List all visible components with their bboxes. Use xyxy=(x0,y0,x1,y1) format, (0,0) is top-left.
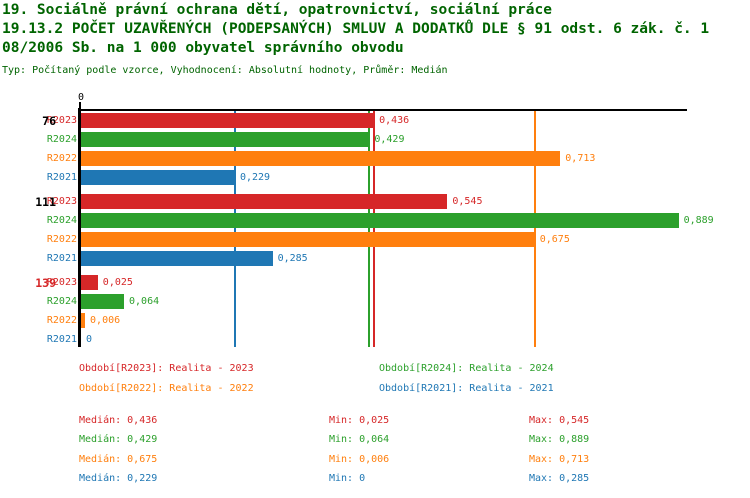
bar-group-76: R2023 0,436 76 R2024 0,429 R2022 0,713 R2021 0,2… xyxy=(42,113,686,185)
bar-value-76-R2023: 0,436 xyxy=(379,115,410,126)
series-label-R2021: R2021 xyxy=(46,253,77,264)
bar-139-R2022 xyxy=(81,313,86,328)
report-title-line-2: 19.13.2 POČET UZAVŘENÝCH (PODEPSANÝCH) S… xyxy=(2,21,710,37)
legend-item-R2021: Období[R2021]: Realita - 2021 xyxy=(379,383,554,394)
bar-row-139-R2023: R2023 0,025 139 xyxy=(35,275,686,290)
median-line-R2022 xyxy=(533,111,536,347)
bar-111-R2021 xyxy=(81,251,273,266)
median-line-R2021 xyxy=(233,111,236,347)
series-label-R2022: R2022 xyxy=(46,153,77,164)
stat-max-R2021: Max: 0,285 xyxy=(529,473,590,484)
legend-item-R2023: Období[R2023]: Realita - 2023 xyxy=(79,363,254,374)
stat-median-R2022: Medián: 0,675 xyxy=(79,454,158,465)
series-label-R2022: R2022 xyxy=(46,234,77,245)
bar-row-111-R2023: R2023 0,545 111 xyxy=(35,194,686,209)
series-label-R2022: R2022 xyxy=(46,315,77,326)
bar-value-139-R2023: 0,025 xyxy=(102,277,133,288)
bar-value-111-R2022: 0,675 xyxy=(539,234,570,245)
group-label-76: 76 xyxy=(42,114,56,128)
median-line-R2024 xyxy=(368,111,371,347)
bar-111-R2022 xyxy=(81,232,535,247)
stat-median-R2024: Medián: 0,429 xyxy=(79,434,158,445)
x-axis-line xyxy=(78,109,687,111)
group-label-111: 111 xyxy=(35,195,56,209)
bar-row-76-R2022: R2022 0,713 xyxy=(47,151,686,166)
median-line-R2023 xyxy=(373,111,376,347)
bar-value-111-R2023: 0,545 xyxy=(452,196,483,207)
plot-area: R2023 0,436 76 R2024 0,429 R2022 0,713 R2021 0,2… xyxy=(35,111,714,347)
bar-value-111-R2024: 0,889 xyxy=(683,215,714,226)
stat-max-R2024: Max: 0,889 xyxy=(529,434,590,445)
bar-76-R2023 xyxy=(81,113,375,128)
bar-value-139-R2024: 0,064 xyxy=(129,296,160,307)
bar-row-111-R2021: R2021 0,285 xyxy=(47,251,686,266)
bar-value-76-R2022: 0,713 xyxy=(565,153,596,164)
stat-min-R2021: Min: 0 xyxy=(329,473,366,484)
report-title-line-3: 08/2006 Sb. na 1 000 obyvatel správního … xyxy=(2,40,404,56)
axis-origin-label: 0 xyxy=(77,92,85,103)
series-label-R2021: R2021 xyxy=(46,172,77,183)
axis-origin-tick xyxy=(79,102,81,109)
bar-76-R2022 xyxy=(81,151,561,166)
series-label-R2024: R2024 xyxy=(46,134,77,145)
bar-group-111: R2023 0,545 111 R2024 0,889 R2022 0,675 R2021 0,… xyxy=(35,194,714,266)
bar-139-R2023 xyxy=(81,275,98,290)
bar-row-76-R2024: R2024 0,429 xyxy=(47,132,686,147)
stat-min-R2022: Min: 0,006 xyxy=(329,454,390,465)
bar-value-76-R2024: 0,429 xyxy=(374,134,405,145)
series-label-R2021: R2021 xyxy=(46,334,77,345)
bar-value-111-R2021: 0,285 xyxy=(277,253,308,264)
bar-111-R2023 xyxy=(81,194,448,209)
bar-value-139-R2021: 0 xyxy=(86,334,93,345)
bar-139-R2024 xyxy=(81,294,125,309)
report-header: 19. Sociálně právní ochrana dětí, opatro… xyxy=(2,1,709,77)
series-label-R2023: R2023 xyxy=(46,115,77,126)
bar-value-139-R2022: 0,006 xyxy=(90,315,121,326)
series-label-R2023: R2023 xyxy=(46,196,77,207)
stat-min-R2024: Min: 0,064 xyxy=(329,434,390,445)
bar-row-111-R2022: R2022 0,675 xyxy=(47,232,686,247)
series-label-R2023: R2023 xyxy=(46,277,77,288)
report-subtitle: Typ: Počítaný podle vzorce, Vyhodnocení:… xyxy=(2,65,448,76)
bar-76-R2024 xyxy=(81,132,370,147)
bar-value-76-R2021: 0,229 xyxy=(239,172,271,183)
bar-row-139-R2024: R2024 0,064 xyxy=(47,294,686,309)
bar-row-76-R2021: R2021 0,229 xyxy=(47,170,686,185)
bar-row-76-R2023: R2023 0,436 76 xyxy=(42,113,686,128)
report-title-line-1: 19. Sociálně právní ochrana dětí, opatro… xyxy=(2,2,552,18)
stat-median-R2021: Medián: 0,229 xyxy=(79,473,158,484)
bar-111-R2024 xyxy=(81,213,679,228)
legend-item-R2024: Období[R2024]: Realita - 2024 xyxy=(379,363,554,374)
series-label-R2024: R2024 xyxy=(46,296,77,307)
bar-row-139-R2022: R2022 0,006 xyxy=(47,313,686,328)
bar-row-111-R2024: R2024 0,889 xyxy=(47,213,714,228)
bar-group-139: R2023 0,025 139 R2024 0,064 R2022 0,006 R2021 0 xyxy=(35,275,686,347)
group-label-139: 139 xyxy=(35,276,56,290)
bar-76-R2021 xyxy=(81,170,235,185)
bar-row-139-R2021: R2021 0 xyxy=(47,332,686,347)
y-axis-line xyxy=(78,108,81,347)
stat-min-R2023: Min: 0,025 xyxy=(329,415,390,426)
stat-max-R2022: Max: 0,713 xyxy=(529,454,590,465)
legend-item-R2022: Období[R2022]: Realita - 2022 xyxy=(79,383,254,394)
stat-max-R2023: Max: 0,545 xyxy=(529,415,590,426)
series-label-R2024: R2024 xyxy=(46,215,77,226)
stat-median-R2023: Medián: 0,436 xyxy=(79,415,158,426)
